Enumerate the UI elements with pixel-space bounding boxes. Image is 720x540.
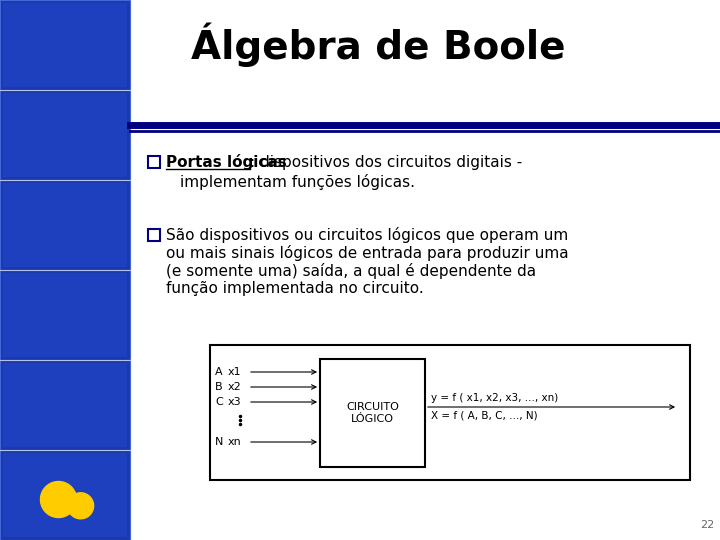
Bar — [3, 183, 127, 267]
Bar — [0, 180, 130, 270]
Bar — [3, 93, 127, 177]
Bar — [148, 156, 160, 168]
Polygon shape — [40, 482, 76, 517]
Text: implementam funções lógicas.: implementam funções lógicas. — [180, 174, 415, 190]
Text: C: C — [215, 397, 222, 407]
Polygon shape — [68, 493, 94, 519]
Text: y = f ( x1, x2, x3, ..., xn): y = f ( x1, x2, x3, ..., xn) — [431, 393, 558, 403]
Text: x3: x3 — [228, 397, 242, 407]
Text: : dispositivos dos circuitos digitais -: : dispositivos dos circuitos digitais - — [250, 154, 522, 170]
Bar — [3, 3, 127, 87]
Text: 22: 22 — [700, 520, 714, 530]
Bar — [0, 90, 130, 180]
Text: x1: x1 — [228, 367, 242, 377]
Bar — [0, 360, 130, 450]
Bar — [0, 450, 130, 540]
Text: B: B — [215, 382, 222, 392]
Text: CIRCUITO
LÓGICO: CIRCUITO LÓGICO — [346, 402, 399, 424]
Bar — [3, 273, 127, 357]
Text: x2: x2 — [228, 382, 242, 392]
Bar — [0, 270, 130, 360]
Text: xn: xn — [228, 437, 242, 447]
Text: A: A — [215, 367, 222, 377]
Bar — [148, 229, 160, 241]
Bar — [320, 359, 425, 467]
Text: Álgebra de Boole: Álgebra de Boole — [191, 23, 565, 68]
Text: função implementada no circuito.: função implementada no circuito. — [166, 281, 424, 296]
Text: N: N — [215, 437, 223, 447]
Bar — [210, 345, 690, 480]
Bar — [3, 453, 127, 537]
Text: X = f ( A, B, C, ..., N): X = f ( A, B, C, ..., N) — [431, 411, 538, 421]
Bar — [0, 0, 130, 90]
Text: (e somente uma) saída, a qual é dependente da: (e somente uma) saída, a qual é dependen… — [166, 263, 536, 279]
Text: São dispositivos ou circuitos lógicos que operam um: São dispositivos ou circuitos lógicos qu… — [166, 227, 568, 243]
Text: Portas lógicas: Portas lógicas — [166, 154, 287, 170]
Bar — [3, 363, 127, 447]
Text: ou mais sinais lógicos de entrada para produzir uma: ou mais sinais lógicos de entrada para p… — [166, 245, 569, 261]
